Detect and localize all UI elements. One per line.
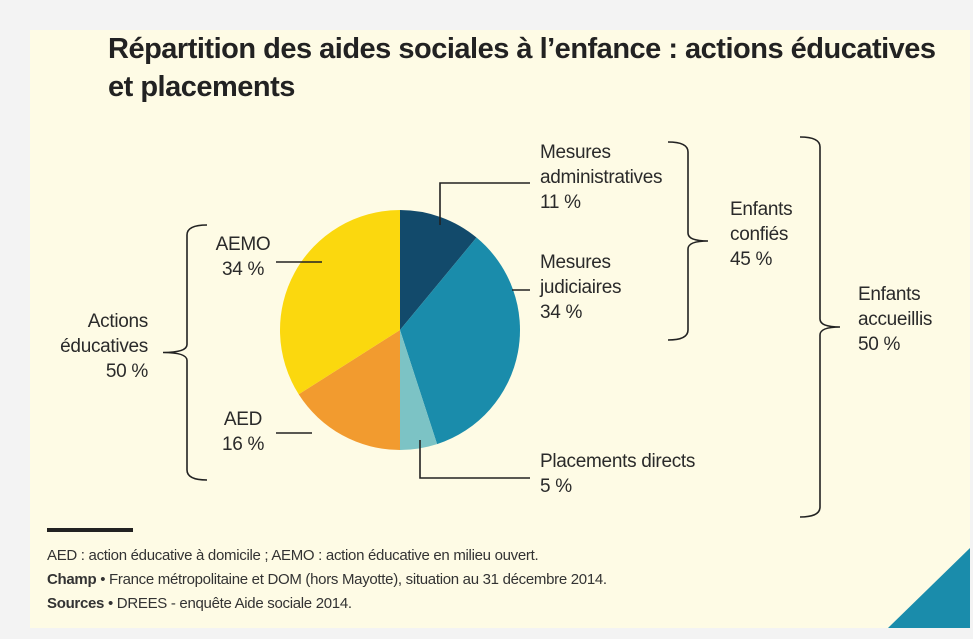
group-value-label: 50 % <box>106 361 149 382</box>
corner-decoration <box>888 548 970 628</box>
slice-value-label: 34 % <box>540 302 583 323</box>
footnote: Sources • DREES - enquête Aide sociale 2… <box>47 595 352 612</box>
group-brace <box>162 224 208 481</box>
slice-label: AED <box>224 409 262 430</box>
group-value-label: 45 % <box>730 249 773 270</box>
group-value-label: 50 % <box>858 334 901 355</box>
chart-title: Répartition des aides sociales à l’enfan… <box>108 33 936 103</box>
slice-label: Mesures judiciaires <box>539 252 621 298</box>
footnote: Champ • France métropolitaine et DOM (ho… <box>47 571 607 588</box>
footnote-text: • DREES - enquête Aide sociale 2014. <box>104 595 352 612</box>
footnote-label: Sources <box>47 595 104 612</box>
slice-value-label: 34 % <box>222 259 265 280</box>
pie-slice <box>279 210 400 395</box>
footnote-text: AED : action éducative à domicile ; AEMO… <box>47 547 538 564</box>
pie-slice <box>400 237 520 445</box>
pie-slice <box>298 330 400 450</box>
group-brace <box>667 141 709 341</box>
group-label: Enfants confiés <box>730 199 792 245</box>
slice-value-label: 11 % <box>540 192 581 213</box>
slice-label: Mesures administratives <box>540 142 662 188</box>
pie-slice <box>400 330 438 450</box>
footnote-text: • France métropolitaine et DOM (hors May… <box>96 571 606 588</box>
footnote-label: Champ <box>47 571 96 588</box>
slice-value-label: 16 % <box>222 434 265 455</box>
pie-slice <box>400 210 477 330</box>
leader-line <box>439 182 530 225</box>
footnote: AED : action éducative à domicile ; AEMO… <box>47 547 538 564</box>
slice-value-label: 5 % <box>540 476 572 497</box>
group-brace <box>799 136 841 518</box>
group-label: Enfants accueillis <box>858 284 932 330</box>
group-label: Actions éducatives <box>60 311 148 357</box>
leader-line <box>419 440 530 479</box>
slice-label: Placements directs <box>540 451 695 472</box>
slice-label: AEMO <box>216 234 271 255</box>
